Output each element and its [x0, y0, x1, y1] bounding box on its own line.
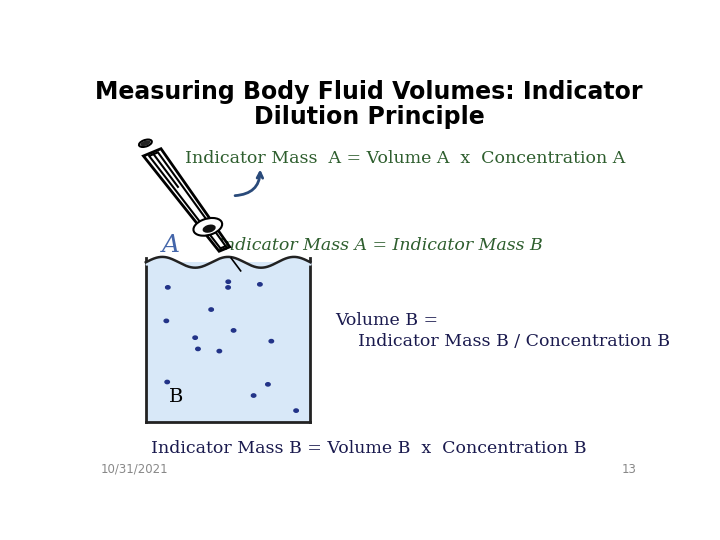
Circle shape [209, 308, 213, 311]
Ellipse shape [139, 139, 152, 147]
Circle shape [226, 280, 230, 284]
Text: B: B [169, 388, 184, 407]
Circle shape [269, 340, 274, 343]
Text: Indicator Mass B = Volume B  x  Concentration B: Indicator Mass B = Volume B x Concentrat… [151, 440, 587, 457]
Circle shape [251, 394, 256, 397]
Circle shape [193, 336, 197, 339]
Text: Indicator Mass B / Concentration B: Indicator Mass B / Concentration B [336, 333, 670, 350]
Circle shape [231, 329, 236, 332]
Circle shape [258, 283, 262, 286]
Text: Volume B =: Volume B = [336, 312, 438, 329]
Bar [145, 262, 310, 422]
Ellipse shape [202, 225, 216, 233]
Circle shape [217, 349, 222, 353]
Circle shape [166, 286, 170, 289]
Circle shape [266, 383, 270, 386]
Circle shape [196, 347, 200, 350]
Text: A: A [162, 234, 180, 257]
Ellipse shape [140, 140, 150, 146]
Circle shape [165, 380, 169, 383]
Circle shape [164, 319, 168, 322]
Ellipse shape [194, 218, 222, 235]
Text: Indicator Mass  A = Volume A  x  Concentration A: Indicator Mass A = Volume A x Concentrat… [185, 150, 626, 167]
Text: Measuring Body Fluid Volumes: Indicator: Measuring Body Fluid Volumes: Indicator [95, 80, 643, 104]
Text: 13: 13 [622, 463, 637, 476]
Text: Dilution Principle: Dilution Principle [253, 105, 485, 129]
Polygon shape [149, 152, 225, 248]
Circle shape [226, 286, 230, 289]
Circle shape [294, 409, 298, 412]
Text: Indicator Mass A = Indicator Mass B: Indicator Mass A = Indicator Mass B [217, 237, 543, 254]
Text: 10/31/2021: 10/31/2021 [101, 463, 168, 476]
